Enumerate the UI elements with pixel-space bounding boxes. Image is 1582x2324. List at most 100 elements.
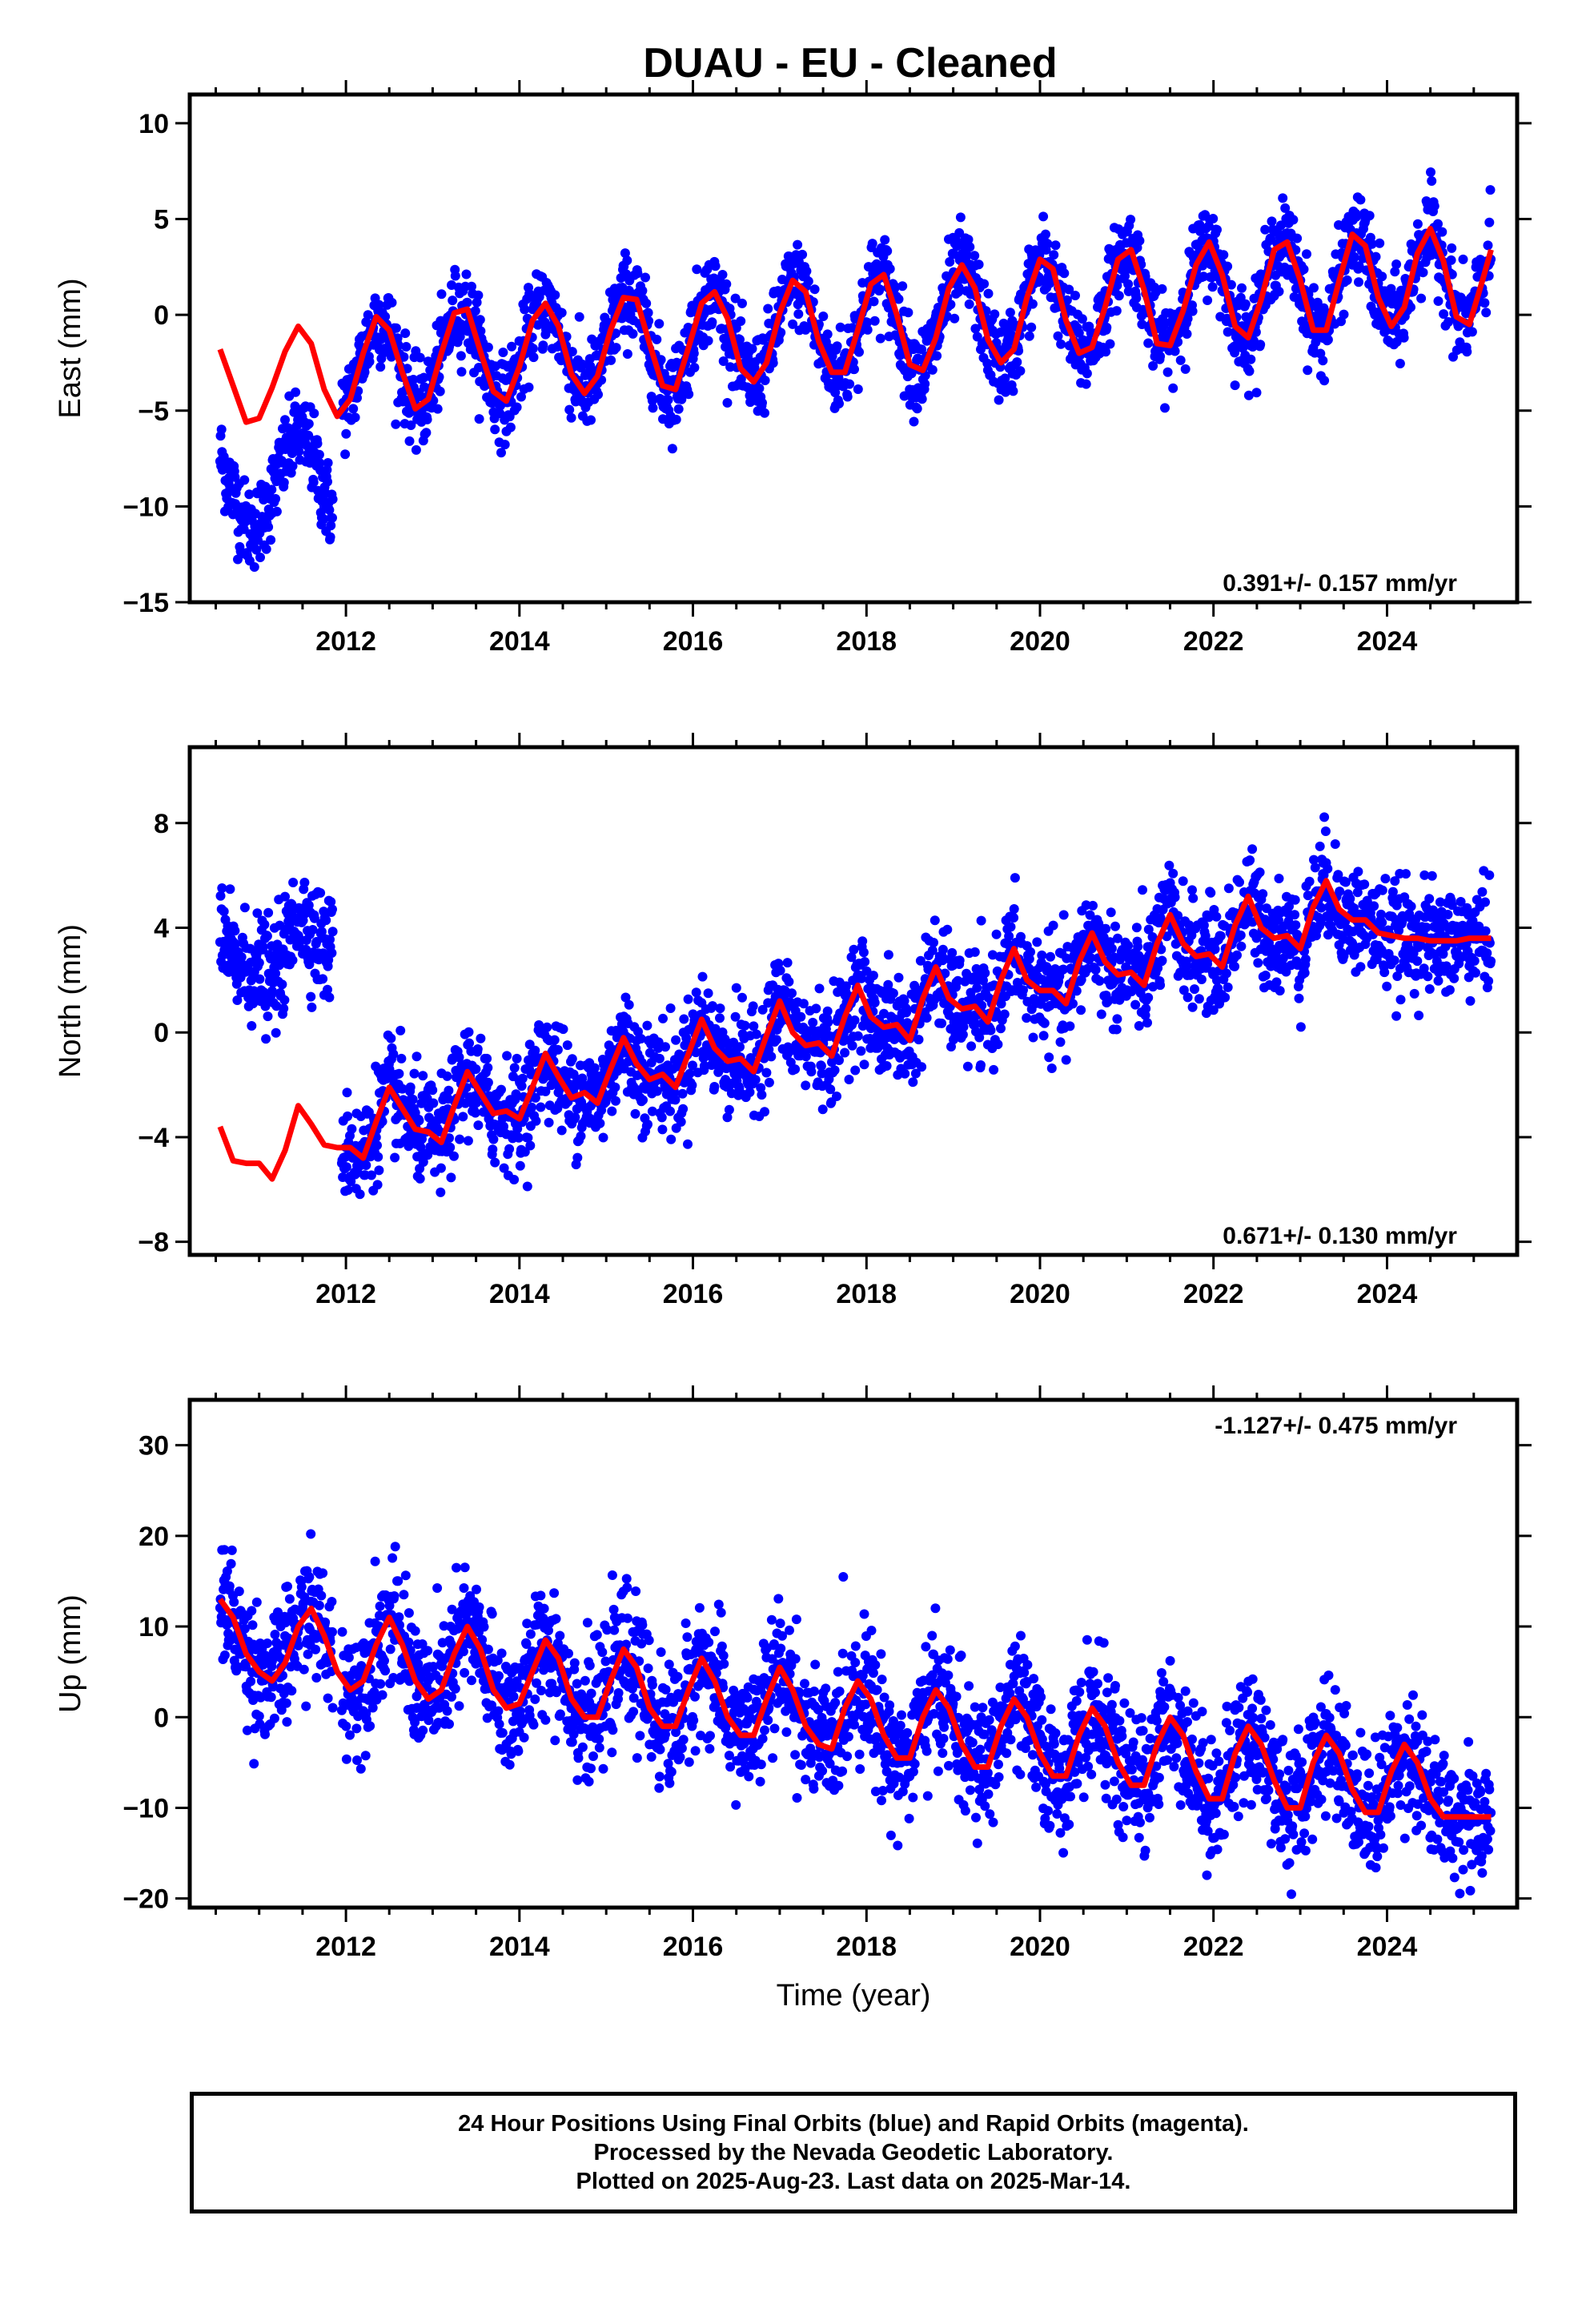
data-point bbox=[917, 344, 927, 355]
data-point bbox=[263, 907, 274, 918]
panel-east: 2012 2014 2016 2018 2020 2022 2024−15−10−50510… bbox=[54, 80, 1532, 657]
data-point bbox=[1065, 1021, 1075, 1031]
data-point bbox=[692, 264, 702, 275]
x-tick-label: 2012 bbox=[315, 626, 376, 657]
data-point bbox=[1188, 893, 1199, 903]
data-point bbox=[1206, 887, 1216, 898]
data-point bbox=[474, 414, 484, 424]
data-point bbox=[1008, 386, 1018, 396]
data-point bbox=[520, 304, 530, 315]
data-point bbox=[771, 1035, 781, 1045]
data-point bbox=[576, 1131, 586, 1141]
data-point bbox=[1187, 885, 1197, 895]
data-point bbox=[860, 957, 870, 967]
data-point bbox=[1005, 308, 1015, 318]
data-point bbox=[364, 356, 375, 367]
data-point bbox=[962, 250, 973, 260]
data-point bbox=[1483, 240, 1493, 251]
data-point bbox=[1274, 287, 1284, 296]
data-point bbox=[454, 1052, 464, 1063]
data-point bbox=[749, 1021, 759, 1031]
panel-north: 2012 2014 2016 2018 2020 2022 2024−8−4048North… bbox=[54, 733, 1532, 1309]
data-point bbox=[1323, 335, 1333, 345]
data-point bbox=[630, 1108, 640, 1119]
data-point bbox=[1076, 1005, 1086, 1015]
data-point bbox=[730, 1011, 741, 1022]
data-point bbox=[1412, 219, 1423, 229]
data-point bbox=[488, 1134, 499, 1144]
data-point bbox=[881, 1061, 892, 1071]
data-point bbox=[552, 1044, 563, 1055]
data-point bbox=[989, 1064, 999, 1075]
data-point bbox=[761, 1068, 772, 1078]
data-point bbox=[308, 477, 319, 488]
data-point bbox=[323, 476, 332, 487]
data-point bbox=[1437, 227, 1447, 237]
data-point bbox=[983, 288, 994, 299]
data-point bbox=[679, 1014, 689, 1024]
data-point bbox=[1462, 347, 1472, 357]
data-point bbox=[670, 1095, 681, 1105]
data-point bbox=[1037, 950, 1047, 960]
data-point bbox=[361, 1160, 371, 1170]
data-point bbox=[495, 408, 505, 419]
data-point bbox=[1090, 965, 1101, 975]
data-point bbox=[1236, 941, 1247, 951]
data-point bbox=[327, 904, 337, 915]
data-point bbox=[1001, 387, 1010, 397]
data-point bbox=[801, 1051, 811, 1062]
data-point bbox=[490, 424, 500, 435]
data-point bbox=[628, 328, 638, 339]
data-point bbox=[817, 1104, 828, 1115]
data-point bbox=[676, 1116, 686, 1127]
data-point bbox=[648, 403, 658, 413]
data-point bbox=[401, 342, 412, 352]
data-point bbox=[899, 995, 909, 1006]
data-point bbox=[1260, 224, 1271, 235]
data-point bbox=[435, 386, 445, 396]
data-point bbox=[520, 1147, 530, 1157]
data-point bbox=[1339, 309, 1349, 320]
data-point bbox=[315, 888, 326, 898]
data-point bbox=[572, 1104, 582, 1114]
data-point bbox=[784, 976, 794, 987]
data-point bbox=[1255, 340, 1266, 350]
data-point bbox=[798, 999, 809, 1009]
data-point bbox=[718, 356, 729, 366]
data-point bbox=[715, 1003, 725, 1014]
data-point bbox=[897, 281, 908, 292]
data-point bbox=[962, 1061, 973, 1072]
data-point bbox=[842, 392, 853, 402]
data-point bbox=[1223, 883, 1234, 894]
data-point bbox=[391, 419, 401, 429]
data-point bbox=[319, 514, 329, 525]
data-point bbox=[343, 1111, 353, 1121]
data-point bbox=[709, 1082, 720, 1092]
data-point bbox=[1208, 1005, 1219, 1015]
data-point bbox=[893, 972, 904, 983]
data-point bbox=[1064, 284, 1074, 295]
data-point bbox=[883, 950, 893, 960]
data-point bbox=[1484, 217, 1495, 227]
data-point bbox=[1271, 977, 1282, 987]
data-point bbox=[1038, 211, 1049, 222]
data-point bbox=[323, 984, 332, 995]
data-point bbox=[1427, 176, 1437, 186]
data-point bbox=[964, 299, 974, 309]
data-point bbox=[1062, 295, 1072, 305]
data-point bbox=[1303, 365, 1313, 376]
data-point bbox=[818, 312, 829, 321]
data-point bbox=[857, 936, 868, 947]
data-point bbox=[707, 317, 717, 328]
data-point bbox=[859, 1059, 869, 1070]
data-point bbox=[1291, 920, 1301, 931]
data-point bbox=[397, 1084, 408, 1094]
data-point bbox=[285, 935, 295, 945]
data-point bbox=[259, 987, 269, 997]
data-point bbox=[757, 1090, 767, 1100]
data-point bbox=[502, 1051, 512, 1061]
data-point bbox=[1223, 982, 1233, 992]
data-point bbox=[255, 553, 265, 562]
data-point bbox=[219, 907, 229, 917]
data-point bbox=[970, 947, 980, 957]
